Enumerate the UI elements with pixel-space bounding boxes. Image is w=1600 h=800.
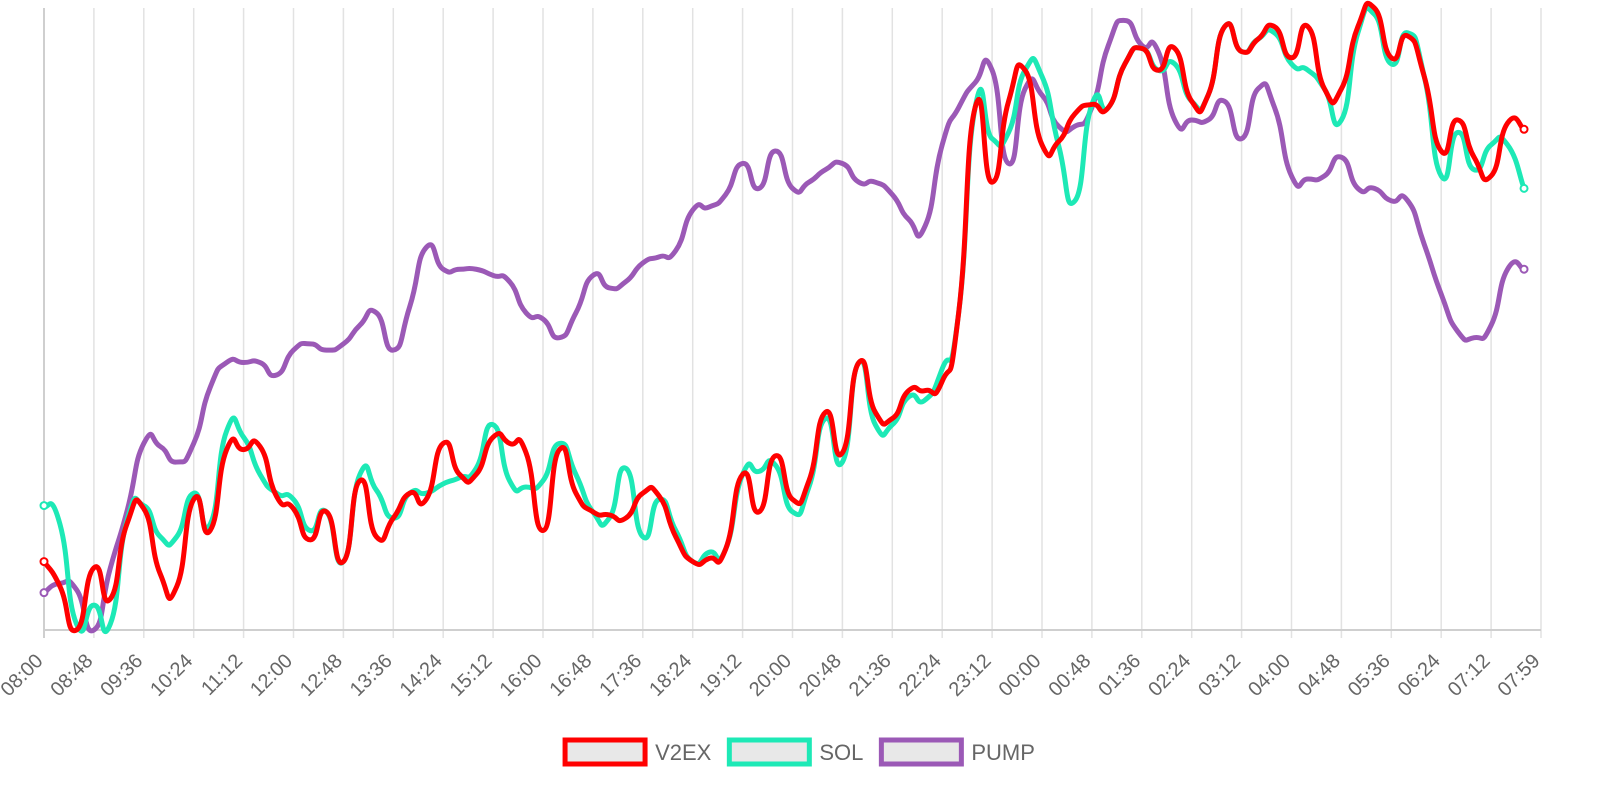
legend-item-sol[interactable]: SOL — [726, 737, 863, 767]
x-tick-label: 12:48 — [296, 650, 347, 701]
legend-label-pump: PUMP — [971, 740, 1035, 765]
x-tick-label: 21:36 — [845, 650, 896, 701]
x-tick-label: 00:48 — [1044, 650, 1095, 701]
legend-item-v2ex[interactable]: V2EX — [562, 737, 712, 767]
series-start-point-v2ex — [39, 557, 49, 567]
series-start-point-sol — [39, 501, 49, 511]
x-tick-label: 20:00 — [745, 650, 796, 701]
x-tick-label: 23:12 — [945, 650, 996, 701]
series-lines — [39, 0, 1529, 635]
x-tick-label: 07:59 — [1494, 650, 1545, 701]
grid-lines — [43, 8, 1542, 638]
x-tick-label: 09:36 — [96, 650, 147, 701]
legend-label-sol: SOL — [819, 740, 863, 765]
x-tick-label: 07:12 — [1444, 650, 1495, 701]
series-start-point-pump — [39, 588, 49, 598]
x-tick-label: 00:00 — [995, 650, 1046, 701]
legend: V2EX SOL PUMP — [562, 737, 1035, 767]
x-tick-label: 16:48 — [545, 650, 596, 701]
x-tick-label: 02:24 — [1144, 650, 1195, 701]
x-tick-label: 08:48 — [46, 650, 97, 701]
x-tick-label: 17:36 — [595, 650, 646, 701]
x-tick-label: 03:12 — [1194, 650, 1245, 701]
series-end-point-v2ex — [1519, 124, 1529, 134]
x-tick-label: 15:12 — [446, 650, 497, 701]
x-tick-label: 13:36 — [346, 650, 397, 701]
x-tick-label: 16:00 — [496, 650, 547, 701]
x-tick-label: 06:24 — [1394, 650, 1445, 701]
legend-swatch-pump — [878, 737, 964, 767]
x-tick-label: 04:48 — [1294, 650, 1345, 701]
legend-item-pump[interactable]: PUMP — [878, 737, 1035, 767]
x-tick-label: 01:36 — [1094, 650, 1145, 701]
legend-label-v2ex: V2EX — [655, 740, 712, 765]
x-tick-label: 18:24 — [645, 650, 696, 701]
x-tick-label: 19:12 — [695, 650, 746, 701]
x-tick-label: 22:24 — [895, 650, 946, 701]
series-end-point-pump — [1519, 264, 1529, 274]
x-tick-label: 04:00 — [1244, 650, 1295, 701]
x-tick-label: 05:36 — [1344, 650, 1395, 701]
x-tick-label: 11:12 — [197, 650, 247, 700]
legend-swatch-v2ex — [562, 737, 648, 767]
x-tick-label: 14:24 — [396, 650, 447, 701]
legend-swatch-sol — [726, 737, 812, 767]
x-tick-label: 20:48 — [795, 650, 846, 701]
series-line-v2ex — [41, 0, 1527, 634]
x-tick-label: 10:24 — [146, 650, 197, 701]
x-tick-label: 08:00 — [0, 650, 48, 701]
series-end-point-sol — [1519, 183, 1529, 193]
series-line-sol — [41, 5, 1527, 635]
series-line-pump — [41, 17, 1527, 634]
x-tick-label: 12:00 — [246, 650, 297, 701]
